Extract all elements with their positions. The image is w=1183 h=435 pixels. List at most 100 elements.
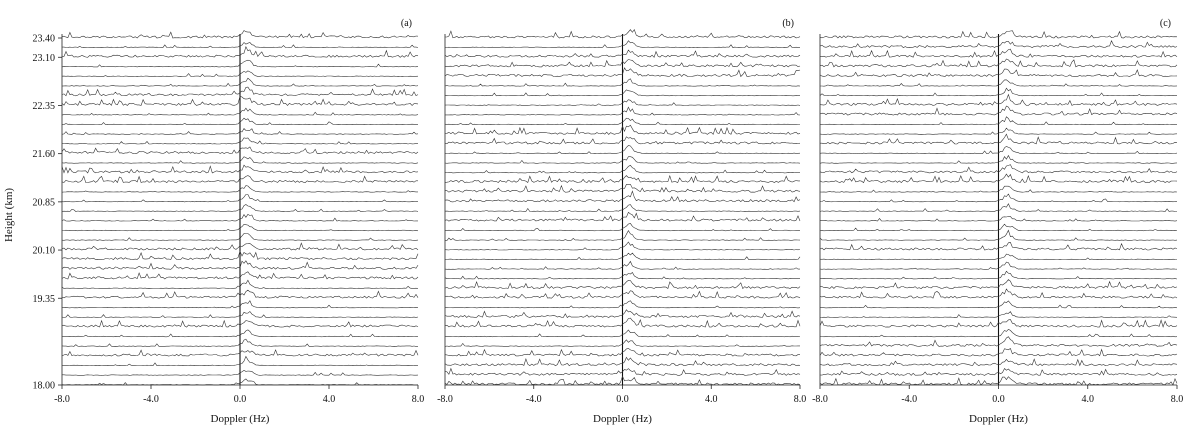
panel-label: (a) bbox=[401, 18, 412, 29]
spectrum-trace bbox=[819, 279, 1178, 289]
spectrum-trace bbox=[819, 58, 1178, 68]
x-tick-label: 0.0 bbox=[992, 394, 1005, 405]
spectrum-trace bbox=[819, 173, 1178, 184]
spectrum-trace bbox=[61, 311, 419, 318]
spectrum-trace bbox=[444, 279, 801, 290]
spectrum-trace bbox=[819, 154, 1178, 164]
spectrum-trace bbox=[444, 375, 801, 386]
spectrum-trace bbox=[444, 290, 801, 299]
spectrum-trace bbox=[61, 279, 419, 289]
spectrum-trace bbox=[61, 59, 419, 68]
spectrum-trace bbox=[61, 185, 418, 193]
panels: -8.0 -4.0 0.0 4.0 8.0 Doppler (Hz) (a) 18.00 19.… bbox=[33, 18, 1183, 425]
spectrum-trace bbox=[444, 309, 801, 318]
spectrum-trace bbox=[61, 146, 419, 155]
spectrum-trace bbox=[444, 49, 801, 58]
spectrum-trace bbox=[61, 242, 419, 251]
spectrum-trace bbox=[819, 127, 1178, 135]
spectrum-trace bbox=[444, 67, 801, 78]
spectrum-trace bbox=[444, 300, 801, 309]
spectrum-trace bbox=[62, 223, 419, 232]
x-axis-label: Doppler (Hz) bbox=[211, 413, 270, 425]
x-tick-label: 8.0 bbox=[794, 394, 807, 405]
y-tick-label: 20.10 bbox=[33, 246, 56, 257]
spectrum-trace bbox=[61, 204, 419, 212]
spectrum-trace bbox=[819, 164, 1178, 174]
spectrum-trace bbox=[819, 48, 1178, 58]
y-tick-label: 23.40 bbox=[33, 34, 56, 45]
panel-label: (b) bbox=[782, 18, 794, 29]
y-tick-label: 22.35 bbox=[33, 101, 56, 112]
spectrum-trace bbox=[61, 271, 419, 280]
spectrum-trace bbox=[61, 175, 418, 184]
spectrum-trace bbox=[444, 124, 801, 135]
spectrum-trace bbox=[444, 241, 801, 251]
x-tick-label: -8.0 bbox=[54, 394, 70, 405]
spectrum-trace bbox=[444, 174, 800, 184]
spectrum-trace bbox=[61, 329, 419, 338]
spectrum-trace bbox=[61, 349, 419, 357]
spectrum-trace bbox=[819, 87, 1178, 97]
x-axis-label: Doppler (Hz) bbox=[969, 413, 1028, 425]
spectrum-trace bbox=[61, 95, 419, 106]
spectrum-trace bbox=[444, 99, 801, 106]
spectrum-trace bbox=[61, 338, 419, 347]
spectrum-trace bbox=[819, 329, 1178, 338]
panel-label: (c) bbox=[1160, 18, 1171, 29]
spectrum-trace bbox=[819, 145, 1178, 155]
spectrum-trace bbox=[444, 78, 801, 87]
spectrum-trace bbox=[61, 46, 419, 58]
spectrum-trace bbox=[445, 223, 801, 232]
spectrum-trace bbox=[444, 272, 800, 280]
spectrum-trace bbox=[819, 203, 1177, 212]
spectrum-trace bbox=[819, 253, 1178, 261]
spectrum-trace bbox=[61, 319, 419, 328]
spectrum-trace bbox=[61, 77, 419, 87]
spectrum-trace bbox=[61, 164, 419, 174]
spectrum-trace bbox=[62, 355, 418, 367]
spectrum-trace bbox=[444, 260, 800, 270]
x-tick-label: 4.0 bbox=[705, 394, 718, 405]
panel-c: -8.0 -4.0 0.0 4.0 8.0 Doppler (Hz) (c) bbox=[812, 18, 1183, 425]
x-tick-label: 4.0 bbox=[323, 394, 336, 405]
spectrum-trace bbox=[819, 336, 1178, 347]
spectrum-trace bbox=[444, 329, 801, 338]
spectrum-trace bbox=[61, 70, 419, 77]
spectrum-trace bbox=[820, 79, 1178, 87]
y-tick-label: 20.85 bbox=[33, 197, 56, 208]
spectrum-trace bbox=[819, 368, 1178, 376]
spectrum-trace bbox=[819, 319, 1178, 328]
y-tick-label: 18.00 bbox=[33, 381, 56, 392]
spectrum-trace bbox=[444, 183, 801, 193]
spectrum-trace bbox=[819, 242, 1178, 251]
spectrum-trace bbox=[819, 40, 1178, 48]
spectrum-trace bbox=[819, 311, 1178, 318]
x-tick-label: -4.0 bbox=[526, 394, 542, 405]
y-axis-label: Height (km) bbox=[3, 188, 15, 242]
spectrum-trace bbox=[444, 252, 801, 261]
spectrum-trace bbox=[445, 28, 801, 39]
spectrum-trace bbox=[819, 68, 1178, 77]
spectrum-trace bbox=[444, 40, 801, 48]
spectrum-trace bbox=[819, 376, 1178, 386]
spectrum-trace bbox=[61, 250, 419, 261]
spectrum-trace bbox=[819, 216, 1178, 222]
y-tick-label: 23.10 bbox=[33, 53, 56, 64]
spectrum-trace bbox=[444, 89, 800, 97]
spectrum-trace bbox=[62, 370, 419, 376]
spectrum-trace bbox=[444, 317, 801, 328]
spectrum-trace bbox=[61, 107, 419, 116]
spectrum-trace bbox=[445, 229, 801, 241]
panel-a: -8.0 -4.0 0.0 4.0 8.0 Doppler (Hz) (a) 18.00 19.… bbox=[33, 18, 425, 425]
spectrum-trace bbox=[819, 223, 1178, 232]
spectrum-trace bbox=[61, 289, 419, 299]
x-tick-label: 8.0 bbox=[412, 394, 425, 405]
spectrum-trace bbox=[444, 164, 801, 174]
spectrum-trace bbox=[819, 193, 1178, 203]
spectrum-trace bbox=[819, 185, 1178, 193]
y-tick-label: 21.60 bbox=[33, 149, 56, 160]
x-tick-label: 4.0 bbox=[1082, 394, 1095, 405]
spectrum-trace bbox=[444, 211, 801, 222]
spectrum-trace bbox=[444, 145, 801, 155]
